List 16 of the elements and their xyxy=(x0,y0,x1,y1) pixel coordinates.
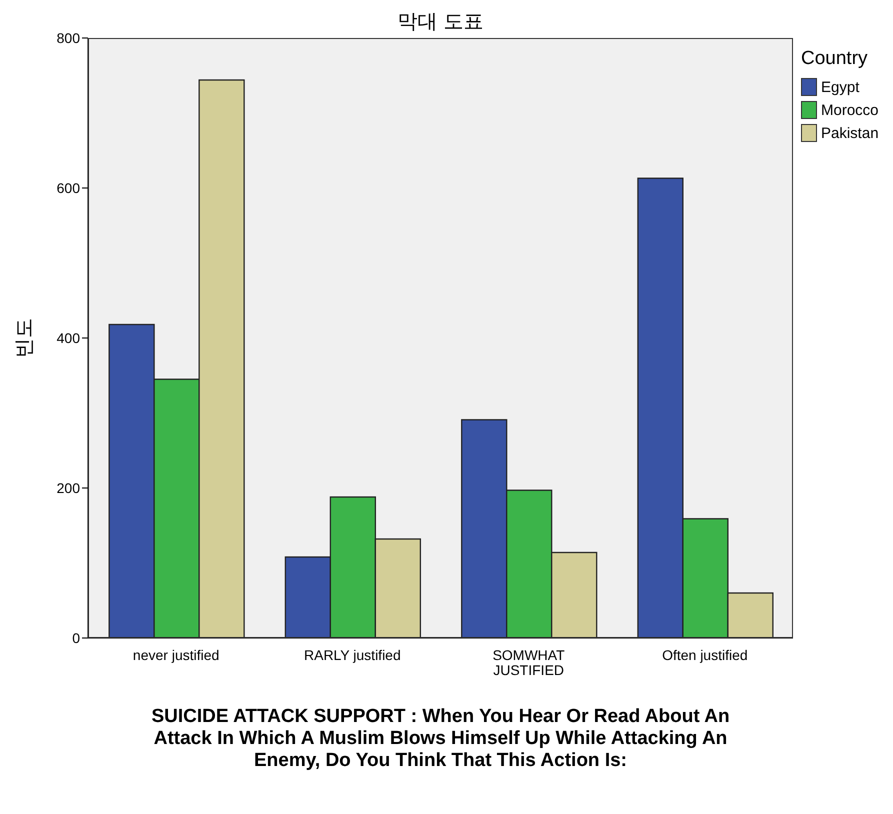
chart-title: 막대 도표 xyxy=(396,10,484,35)
y-tick-label: 600 xyxy=(56,180,80,196)
legend-label: Pakistan xyxy=(821,124,879,142)
x-tick-label: Often justified xyxy=(662,647,748,663)
legend-label: Morocco xyxy=(821,102,879,118)
y-tick-label: 200 xyxy=(56,480,80,496)
legend-label: Egypt xyxy=(821,78,860,96)
x-tick-label: never justified xyxy=(132,647,220,663)
y-axis-title: 빈도 xyxy=(12,318,36,358)
x-axis-title: SUICIDE ATTACK SUPPORT : When You Hear Or Read About An Attack In Which A Muslim Blows Himself Up While Attacking An Enemy, Do You Think That This Action Is: xyxy=(150,706,731,772)
y-tick-label: 800 xyxy=(56,30,80,46)
x-tick-label: SOMWHAT JUSTIFIED xyxy=(492,647,566,678)
legend-title: Country xyxy=(801,48,869,70)
y-tick-label: 400 xyxy=(56,330,80,346)
x-tick-label: RARLY justified xyxy=(304,647,401,663)
y-tick-label: 0 xyxy=(72,630,80,646)
